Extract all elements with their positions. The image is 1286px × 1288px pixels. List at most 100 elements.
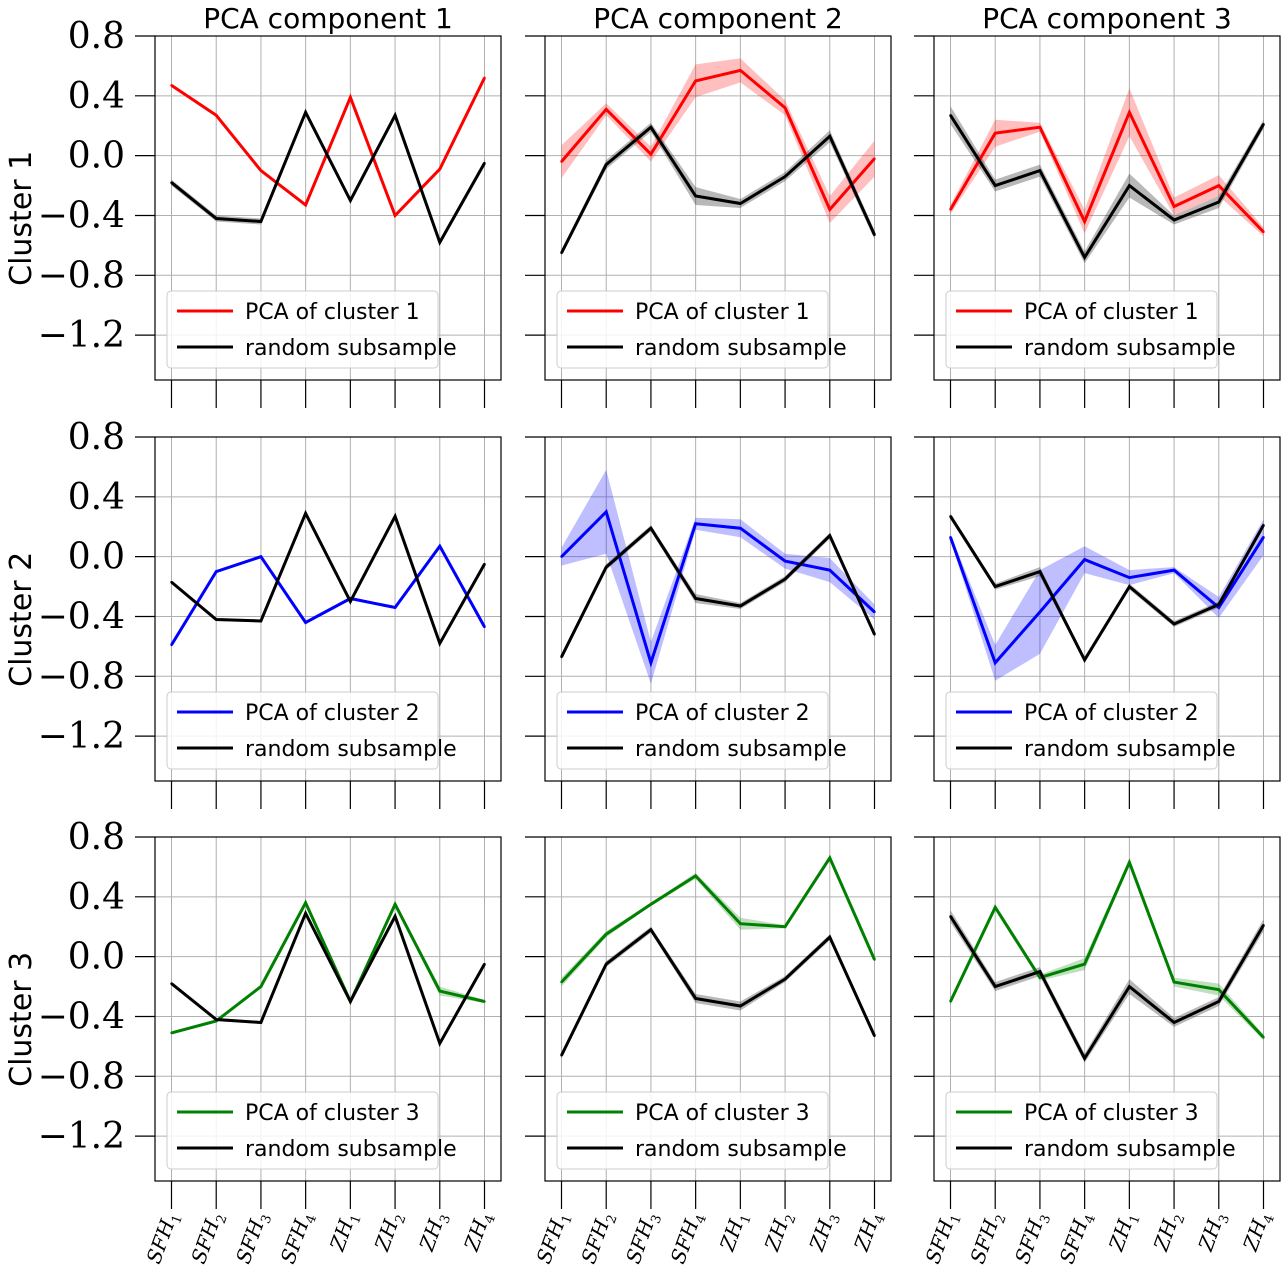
data-point xyxy=(259,1021,263,1024)
x-tick-label: ZH2 xyxy=(369,1209,409,1257)
series-uncertainty-band xyxy=(171,911,485,1045)
data-point xyxy=(605,933,608,936)
data-point xyxy=(1038,610,1042,614)
legend: PCA of cluster 2 random subsample xyxy=(945,691,1236,770)
data-point xyxy=(949,915,952,918)
legend-label: random subsample xyxy=(245,737,457,762)
data-point xyxy=(994,985,997,988)
series-uncertainty-band xyxy=(561,854,875,987)
plot-frame xyxy=(933,836,1281,1182)
legend-box xyxy=(945,290,1218,369)
series-line-random xyxy=(170,108,486,247)
data-point xyxy=(605,163,608,166)
x-tick-label: SFH4 xyxy=(1055,1209,1100,1269)
data-point xyxy=(949,114,952,117)
data-point xyxy=(349,1000,352,1003)
legend-box xyxy=(166,290,439,369)
data-point xyxy=(1083,1057,1086,1060)
panel-r2-c3: PCA of cluster 2 random subsample xyxy=(914,436,1281,809)
data-point xyxy=(215,570,218,573)
data-point xyxy=(949,1000,952,1003)
series-uncertainty-band xyxy=(171,899,485,1035)
legend-label: PCA of cluster 2 xyxy=(1024,701,1199,726)
data-point xyxy=(259,619,263,623)
data-point xyxy=(1262,1036,1265,1039)
x-tick-label: SFH3 xyxy=(1010,1209,1055,1269)
x-tick-label: SFH1 xyxy=(141,1209,186,1269)
data-point xyxy=(1217,603,1220,606)
data-point xyxy=(739,604,742,608)
data-point xyxy=(873,610,876,614)
data-point xyxy=(483,625,486,629)
x-tick-label: ZH4 xyxy=(1238,1209,1278,1257)
data-point xyxy=(694,997,697,1000)
column-title-2: PCA component 2 xyxy=(593,2,843,35)
legend: PCA of cluster 3 random subsample xyxy=(166,1091,457,1170)
data-point xyxy=(1217,184,1220,187)
legend-label: PCA of cluster 1 xyxy=(245,300,420,325)
data-point xyxy=(438,642,441,645)
data-point xyxy=(649,527,653,530)
x-tick-label: SFH3 xyxy=(621,1209,666,1269)
x-tick-label: SFH2 xyxy=(186,1209,231,1269)
x-tick-label: SFH1 xyxy=(531,1209,576,1269)
data-point xyxy=(1262,524,1265,527)
data-point xyxy=(873,958,876,961)
x-tick-label: ZH4 xyxy=(849,1209,889,1257)
row-label-1: Cluster 1 xyxy=(4,151,39,286)
legend-label: PCA of cluster 1 xyxy=(1024,300,1199,325)
data-point xyxy=(483,962,486,966)
y-tick-label: −1.2 xyxy=(38,716,125,757)
data-point xyxy=(1172,218,1176,222)
y-tick-label: 0.8 xyxy=(68,16,125,57)
data-point xyxy=(393,915,397,918)
data-point xyxy=(649,903,653,906)
y-tick-label: −0.8 xyxy=(38,255,125,296)
y-tick-label: −0.4 xyxy=(38,596,125,637)
x-tick-label: ZH3 xyxy=(414,1209,454,1257)
data-point xyxy=(1262,123,1265,126)
legend: PCA of cluster 1 random subsample xyxy=(556,290,847,369)
series-line-random xyxy=(560,927,876,1057)
series-line-pca xyxy=(171,899,485,1035)
data-point xyxy=(1262,230,1265,234)
x-tick-label: ZH4 xyxy=(459,1209,499,1257)
series-line-random xyxy=(170,509,486,648)
data-point xyxy=(393,903,397,906)
x-tick-label: ZH3 xyxy=(804,1209,844,1257)
data-point xyxy=(215,217,218,220)
legend-label: random subsample xyxy=(1024,1137,1236,1162)
data-point xyxy=(1038,126,1042,129)
plot-frame xyxy=(154,35,502,381)
data-point xyxy=(304,512,307,515)
data-point xyxy=(694,194,697,198)
legend: PCA of cluster 2 random subsample xyxy=(166,691,457,770)
data-point xyxy=(873,633,876,636)
series-uncertainty-band xyxy=(171,109,485,246)
data-point xyxy=(1083,658,1086,662)
plot-frame xyxy=(933,436,1281,782)
legend-box xyxy=(945,691,1218,770)
data-point xyxy=(1172,1021,1176,1024)
legend-label: PCA of cluster 2 xyxy=(635,701,810,726)
data-point xyxy=(560,1054,563,1057)
data-point xyxy=(994,585,997,588)
panel-r2-c2: PCA of cluster 2 random subsample xyxy=(525,436,892,809)
data-point xyxy=(1262,536,1265,539)
data-point xyxy=(739,1004,742,1008)
x-tick-label: SFH3 xyxy=(231,1209,276,1269)
data-point xyxy=(1172,568,1176,572)
x-tick-label: SFH2 xyxy=(965,1209,1010,1269)
data-point xyxy=(783,106,787,109)
data-point xyxy=(739,527,742,530)
data-point xyxy=(605,108,608,111)
data-point xyxy=(949,515,952,518)
legend-label: PCA of cluster 3 xyxy=(245,1101,420,1126)
series-uncertainty-band xyxy=(171,511,485,645)
data-point xyxy=(649,126,653,129)
data-point xyxy=(170,982,173,985)
data-point xyxy=(694,597,697,600)
data-point xyxy=(994,661,997,665)
data-point xyxy=(349,96,352,99)
